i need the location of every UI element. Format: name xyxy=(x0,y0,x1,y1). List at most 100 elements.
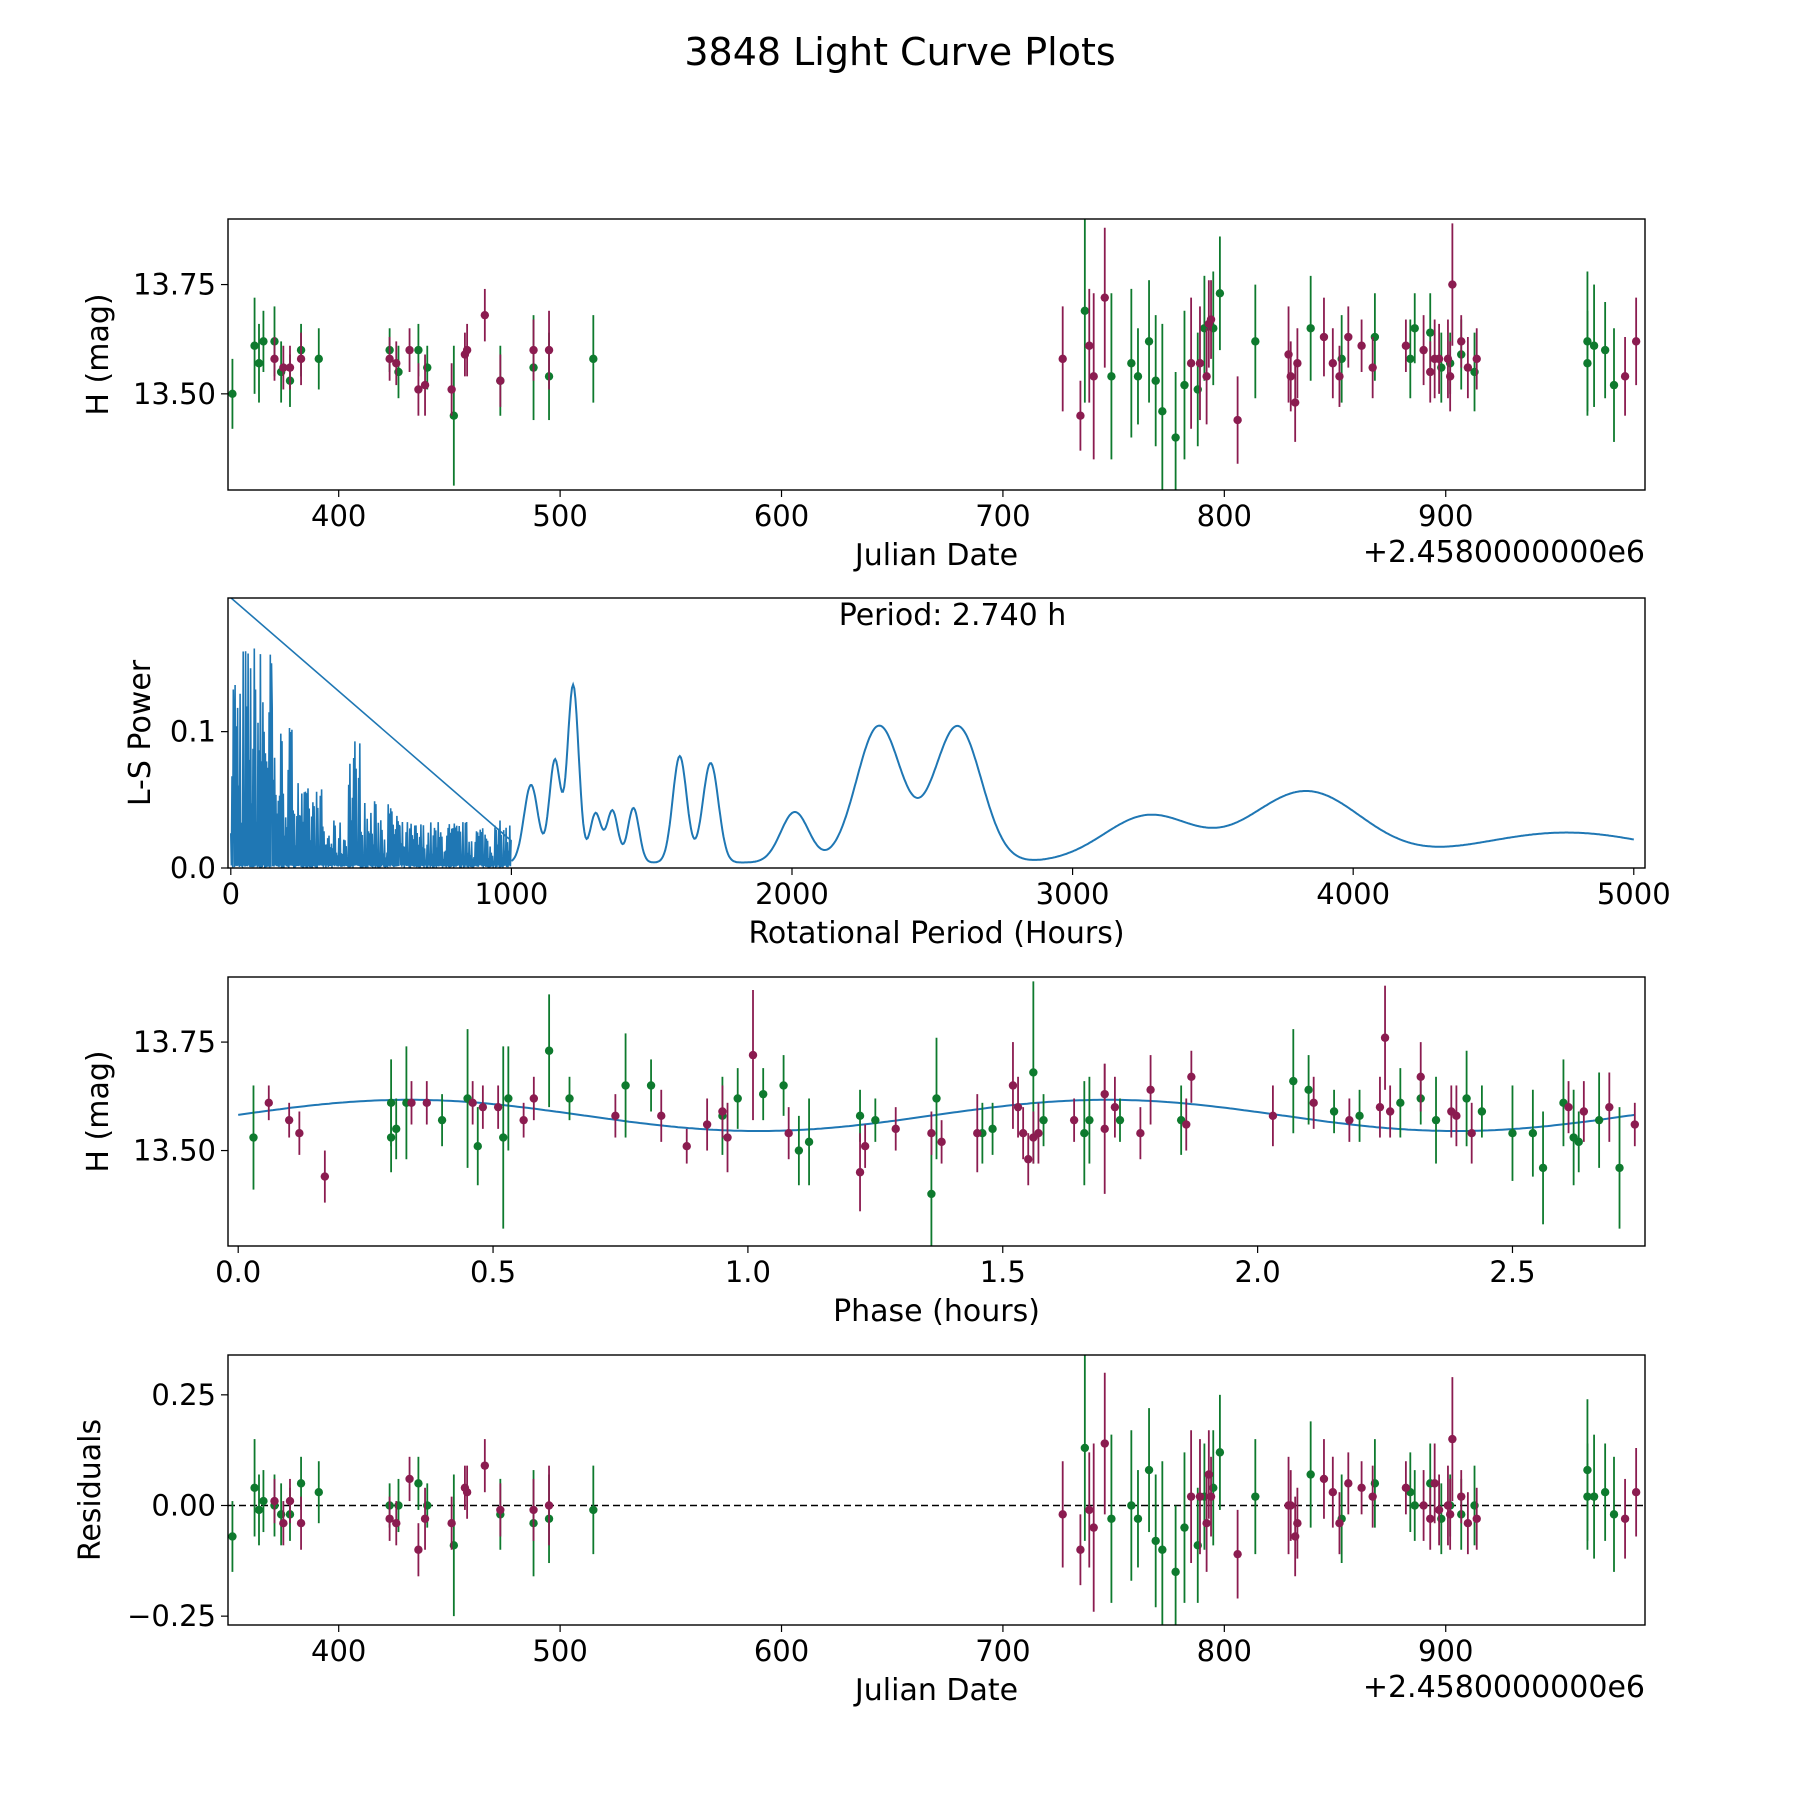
data-point xyxy=(1100,1124,1109,1134)
data-point xyxy=(1202,372,1211,381)
data-point xyxy=(1069,1115,1079,1125)
periodogram-line xyxy=(510,681,1634,864)
data-point xyxy=(784,1128,793,1138)
x-tick-label: 2000 xyxy=(755,877,829,911)
data-point xyxy=(1289,1076,1298,1086)
x-tick-label: 900 xyxy=(1418,499,1473,533)
data-point xyxy=(420,380,430,390)
data-point xyxy=(1335,1518,1344,1528)
data-point xyxy=(733,1094,742,1103)
series-r xyxy=(270,1372,1641,1612)
data-point xyxy=(1416,1072,1425,1081)
data-point xyxy=(1206,315,1216,324)
y-axis-label: Residuals xyxy=(73,1419,108,1561)
data-point xyxy=(1182,1120,1191,1129)
data-point xyxy=(1431,1115,1441,1125)
data-point xyxy=(1344,332,1353,342)
data-point xyxy=(544,345,554,355)
data-point xyxy=(1146,1085,1155,1095)
data-point xyxy=(748,1050,758,1060)
data-point xyxy=(295,1128,304,1138)
data-point xyxy=(414,345,423,355)
data-point xyxy=(1171,1567,1180,1577)
data-point xyxy=(1345,1115,1354,1125)
data-point xyxy=(1472,354,1481,364)
data-point xyxy=(1448,280,1457,289)
data-point xyxy=(529,345,538,355)
data-point xyxy=(611,1111,620,1121)
x-tick-label: 2.0 xyxy=(1235,1255,1281,1289)
data-point xyxy=(1058,1510,1067,1519)
data-point xyxy=(1107,1514,1116,1523)
data-point xyxy=(478,1102,488,1112)
data-point xyxy=(480,1461,490,1470)
data-point xyxy=(1290,398,1300,407)
data-point xyxy=(589,354,598,364)
data-point xyxy=(480,310,490,320)
data-point xyxy=(270,1496,279,1506)
data-point xyxy=(1151,376,1160,385)
data-point xyxy=(254,1505,264,1515)
data-point xyxy=(1445,372,1455,381)
figure-title: 3848 Light Curve Plots xyxy=(684,30,1115,74)
data-point xyxy=(314,354,323,364)
data-point xyxy=(1600,1488,1610,1497)
data-point xyxy=(1089,1523,1098,1532)
data-point xyxy=(259,337,268,346)
data-point xyxy=(855,1168,865,1177)
plot-area xyxy=(230,598,1634,868)
x-axis-label: Julian Date xyxy=(853,538,1018,573)
data-point xyxy=(1251,337,1260,346)
data-point xyxy=(270,354,279,364)
data-point xyxy=(1233,1549,1242,1559)
x-offset-text: +2.4580000000e6 xyxy=(1363,535,1645,570)
x-tick-label: 1.5 xyxy=(980,1255,1026,1289)
data-point xyxy=(1368,1492,1377,1501)
data-point xyxy=(621,1081,630,1090)
data-point xyxy=(496,1505,505,1515)
data-point xyxy=(259,1496,268,1506)
data-point xyxy=(1251,1492,1260,1501)
data-point xyxy=(927,1128,936,1138)
data-point xyxy=(1528,1128,1538,1138)
series-g xyxy=(249,981,1624,1246)
x-tick-label: 400 xyxy=(311,1634,366,1668)
data-point xyxy=(1293,359,1302,368)
data-point xyxy=(1609,1510,1619,1519)
x-tick-label: 700 xyxy=(975,499,1030,533)
y-tick-label: 13.75 xyxy=(133,268,216,302)
x-tick-label: 400 xyxy=(311,499,366,533)
data-point xyxy=(1293,1518,1302,1528)
data-point xyxy=(718,1107,727,1116)
data-point xyxy=(414,1479,423,1488)
data-point xyxy=(1410,324,1419,333)
y-tick-label: 0.00 xyxy=(151,1488,216,1522)
data-point xyxy=(1463,363,1473,372)
data-point xyxy=(1434,1505,1444,1515)
data-point xyxy=(529,1505,538,1515)
periodogram-noise-line xyxy=(230,598,512,868)
data-point xyxy=(1133,372,1143,381)
data-point xyxy=(1286,1501,1295,1510)
y-tick-label: 0.0 xyxy=(170,851,216,885)
data-point xyxy=(937,1137,946,1147)
data-point xyxy=(320,1172,330,1181)
data-point xyxy=(1355,1111,1364,1121)
data-point xyxy=(544,1046,554,1055)
data-point xyxy=(1171,433,1180,442)
data-point xyxy=(1013,1102,1023,1112)
data-point xyxy=(473,1142,482,1151)
data-point xyxy=(891,1124,900,1134)
data-point xyxy=(1579,1107,1589,1116)
data-point xyxy=(1186,1492,1196,1501)
data-point xyxy=(1085,1505,1094,1515)
data-point xyxy=(392,359,401,368)
data-point xyxy=(1180,1523,1189,1532)
data-point xyxy=(1319,1474,1329,1484)
data-point xyxy=(1583,1492,1592,1501)
data-point xyxy=(723,1133,732,1142)
data-point xyxy=(447,385,456,394)
data-point xyxy=(1306,1470,1315,1479)
data-point xyxy=(1344,1479,1353,1488)
